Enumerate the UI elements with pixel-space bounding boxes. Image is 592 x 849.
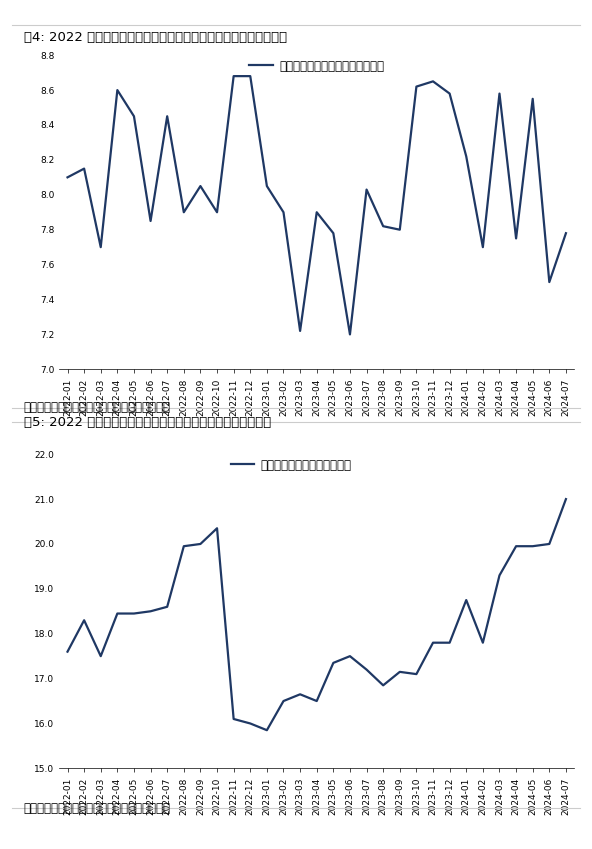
Legend: 存续规模：现金管理类（万亿元）: 存续规模：现金管理类（万亿元） [244,55,389,77]
Text: 图5: 2022 年以来不同投资性质理财产品存续规模：固收类产品: 图5: 2022 年以来不同投资性质理财产品存续规模：固收类产品 [24,416,271,429]
Legend: 存续规模：固收类（万亿元）: 存续规模：固收类（万亿元） [226,454,356,476]
Text: 图4: 2022 年以来不同投资性质理财产品存续规模：现金管理类产品: 图4: 2022 年以来不同投资性质理财产品存续规模：现金管理类产品 [24,31,287,43]
Text: 资料来源：普益标准，国信证券经济研究所整理: 资料来源：普益标准，国信证券经济研究所整理 [24,802,170,815]
Text: 资料来源：普益标准，国信证券经济研究所整理: 资料来源：普益标准，国信证券经济研究所整理 [24,401,170,413]
